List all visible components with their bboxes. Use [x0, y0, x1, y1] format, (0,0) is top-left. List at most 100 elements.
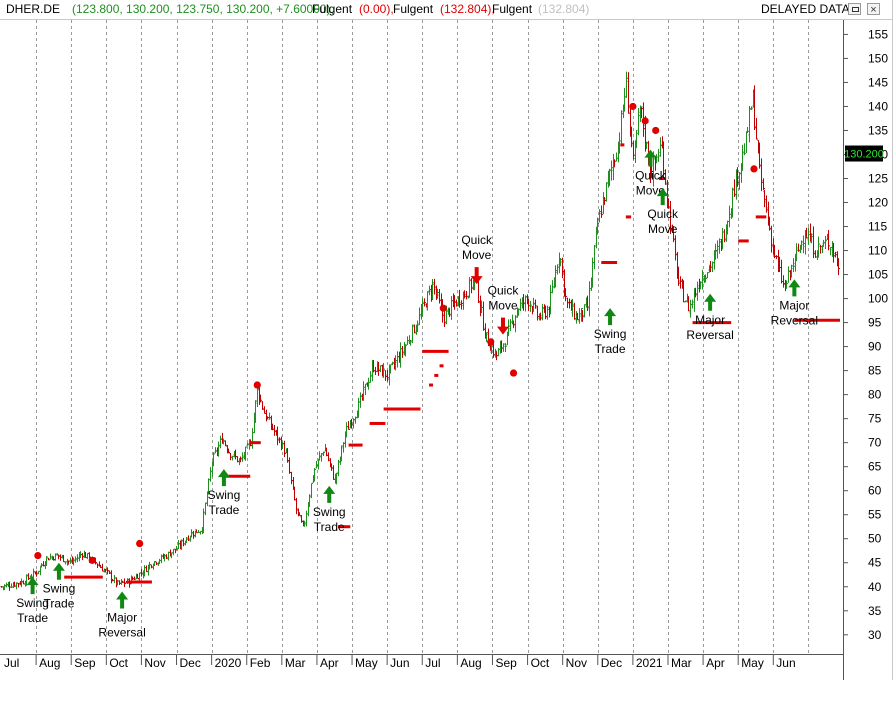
signal-dot [641, 117, 649, 125]
signal-label: Quick [488, 284, 520, 298]
y-tick-label: 75 [868, 412, 882, 426]
arrow-up-shape [323, 485, 336, 503]
delayed-data-label: DELAYED DATA [761, 2, 850, 16]
x-tick-label: Feb [250, 656, 271, 670]
price-bars [0, 71, 840, 591]
signal-label: Quick [461, 233, 493, 247]
signal-label: Trade [43, 597, 74, 611]
y-tick-label: 60 [868, 484, 882, 498]
y-tick-label: 110 [868, 244, 887, 258]
x-tick-label: Nov [566, 656, 587, 670]
signal-label: Move [488, 299, 518, 313]
signal-label: Move [462, 248, 492, 262]
y-tick-label: 65 [868, 460, 882, 474]
y-tick-label: 55 [868, 508, 882, 522]
arrow-up-shape [656, 188, 669, 206]
signal-label: Reversal [771, 313, 818, 327]
symbol-label: DHER.DE [6, 2, 61, 16]
indicator-2-name: Fulgent [393, 2, 434, 16]
signal-label: Swing [43, 582, 76, 596]
signal-label: Quick [647, 207, 679, 221]
y-tick-label: 115 [868, 220, 887, 234]
y-tick-label: 155 [868, 27, 888, 41]
y-tick-label: 85 [868, 364, 882, 378]
y-tick-label: 140 [868, 99, 888, 113]
signal-label: Major [107, 611, 137, 625]
x-tick-label: May [355, 656, 378, 670]
x-tick-label: Apr [706, 656, 725, 670]
restore-button[interactable] [848, 3, 861, 15]
arrow-up-shape [26, 577, 39, 595]
x-tick-label: Dec [180, 656, 201, 670]
x-tick-label: Jul [425, 656, 440, 670]
indicator-3-name: Fulgent [492, 2, 533, 16]
x-tick-label: Oct [109, 656, 128, 670]
signal-label: Trade [17, 611, 48, 625]
indicator-3-value: (132.804) [538, 2, 590, 16]
arrow-up-shape [704, 293, 717, 311]
last-price-label: 130.200 [844, 149, 884, 161]
arrow-up-shape [644, 149, 657, 167]
y-tick-label: 145 [868, 75, 888, 89]
y-tick-label: 30 [868, 628, 882, 642]
indicator-1-value: (0.00), [359, 2, 394, 16]
signal-label: Trade [314, 520, 345, 534]
y-tick-label: 150 [868, 51, 888, 65]
signal-dot [750, 165, 758, 173]
signal-dot [136, 539, 144, 548]
signal-dot [509, 369, 518, 377]
plot-area [0, 20, 843, 654]
signal-label: Major [695, 313, 725, 327]
restore-icon [852, 7, 859, 12]
ohlc-values: (123.800, 130.200, 123.750, 130.200, +7.… [72, 2, 334, 16]
x-tick-label: Aug [39, 656, 60, 670]
x-tick-label: Dec [601, 656, 622, 670]
y-tick-label: 135 [868, 123, 888, 137]
x-tick-label: Oct [531, 656, 550, 670]
signal-label: Trade [208, 503, 239, 517]
signal-dot [439, 304, 447, 312]
close-button[interactable]: × [867, 3, 880, 16]
chart-title-bar: DHER.DE (123.800, 130.200, 123.750, 130.… [0, 0, 893, 20]
x-tick-label: 2020 [215, 656, 242, 670]
y-tick-label: 100 [868, 292, 888, 306]
x-tick-label: May [741, 656, 764, 670]
arrow-up-shape [604, 308, 617, 326]
arrow-up-shape [788, 279, 801, 297]
x-tick-label: Jun [776, 656, 795, 670]
signal-dot [253, 381, 261, 389]
close-icon: × [870, 4, 877, 16]
signal-label: Major [779, 298, 809, 312]
x-tick-label: Aug [460, 656, 481, 670]
indicator-2-value: (132.804), [440, 2, 495, 16]
signal-dot [652, 126, 660, 135]
signal-dot [34, 551, 42, 560]
y-tick-label: 50 [868, 532, 882, 546]
y-tick-label: 40 [868, 580, 882, 594]
x-tick-label: Apr [320, 656, 339, 670]
x-tick-label: Jul [4, 656, 19, 670]
signal-label: Swing [313, 505, 346, 519]
arrow-up-shape [52, 562, 65, 580]
x-tick-label: Sep [495, 656, 517, 670]
y-tick-label: 120 [868, 196, 888, 210]
x-tick-label: 2021 [636, 656, 663, 670]
arrow-up-shape [116, 591, 129, 609]
y-tick-label: 45 [868, 556, 882, 570]
signal-dot [629, 102, 637, 111]
signal-dot [88, 556, 96, 564]
y-tick-label: 90 [868, 340, 882, 354]
y-tick-label: 80 [868, 388, 882, 402]
signal-label: Swing [16, 596, 49, 610]
y-tick-label: 125 [868, 172, 888, 186]
